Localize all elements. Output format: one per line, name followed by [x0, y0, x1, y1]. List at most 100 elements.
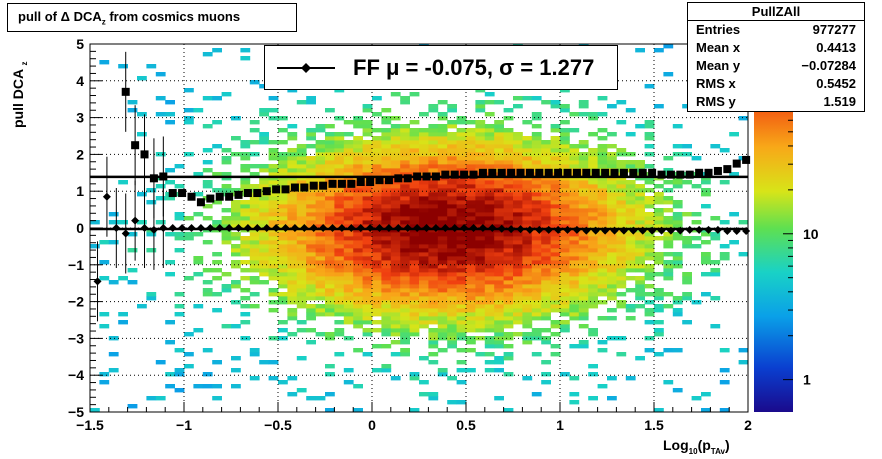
- heat-cell: [597, 288, 608, 293]
- heat-cell: [343, 252, 354, 257]
- heat-cell: [381, 268, 392, 273]
- heat-cell: [466, 232, 476, 237]
- heat-cell: [513, 176, 523, 181]
- heat-cell: [560, 200, 570, 205]
- heat-cell: [588, 264, 598, 269]
- heat-cell: [484, 152, 495, 157]
- heat-cell: [296, 216, 307, 221]
- heat-cell: [343, 292, 354, 297]
- heat-cell: [193, 272, 204, 277]
- heat-cell: [522, 308, 533, 313]
- heat-cell: [400, 300, 410, 305]
- marker-mu: [422, 224, 431, 232]
- heat-cell: [607, 192, 617, 197]
- heat-cell: [503, 248, 514, 253]
- heat-cell: [475, 296, 486, 301]
- heat-cell: [409, 132, 420, 137]
- heat-cell: [475, 192, 486, 197]
- heat-cell: [484, 300, 495, 305]
- heat-cell: [682, 212, 692, 217]
- heat-cell: [522, 268, 533, 273]
- heat-cell: [437, 280, 448, 285]
- heat-cell: [719, 348, 730, 353]
- heat-cell: [466, 208, 476, 213]
- heat-cell: [193, 108, 204, 113]
- heat-cell: [560, 272, 570, 277]
- heat-cell: [353, 204, 363, 209]
- heat-cell: [588, 296, 598, 301]
- heat-cell: [259, 204, 269, 209]
- heat-cell: [475, 328, 486, 333]
- marker-mu: [563, 225, 572, 234]
- heat-cell: [466, 276, 476, 281]
- heat-cell: [541, 380, 551, 385]
- heat-cell: [231, 136, 241, 141]
- heat-cell: [325, 208, 335, 213]
- heat-cell: [240, 248, 251, 253]
- heat-cell: [710, 260, 721, 265]
- heat-cell: [522, 320, 533, 325]
- heat-cell: [550, 180, 561, 185]
- marker-sigma: [469, 170, 478, 179]
- heat-cell: [137, 220, 147, 225]
- heat-cell: [541, 300, 551, 305]
- heat-cell: [249, 216, 260, 221]
- heat-cell: [616, 336, 627, 341]
- marker-mu: [619, 226, 628, 235]
- heat-cell: [578, 308, 589, 313]
- heat-cell: [456, 156, 467, 161]
- heat-cell: [560, 132, 570, 137]
- heat-cell: [466, 120, 476, 125]
- heat-cell: [400, 324, 410, 329]
- heat-cell: [315, 204, 326, 209]
- heat-cell: [287, 152, 298, 157]
- heat-cell: [607, 152, 617, 157]
- heat-cell: [447, 312, 457, 317]
- heat-cell: [287, 232, 298, 237]
- heat-cell: [616, 260, 627, 265]
- heat-cell: [437, 164, 448, 169]
- heat-cell: [503, 204, 514, 209]
- heat-cell: [362, 280, 373, 285]
- heat-cell: [513, 240, 523, 245]
- heat-cell: [428, 308, 439, 313]
- marker-sigma: [441, 170, 450, 179]
- heat-cell: [325, 232, 335, 237]
- heat-cell: [503, 164, 514, 169]
- heat-cell: [372, 236, 382, 241]
- heat-cell: [296, 240, 307, 245]
- heat-cell: [616, 212, 627, 217]
- heat-cell: [466, 308, 476, 313]
- y-tick-label: 1: [76, 183, 84, 199]
- heat-cell: [409, 136, 420, 141]
- heat-cell: [625, 188, 636, 193]
- heat-cell: [419, 208, 429, 213]
- heat-cell: [127, 248, 138, 253]
- heat-cell: [437, 324, 448, 329]
- heat-cell: [268, 272, 279, 277]
- heat-cell: [249, 260, 260, 265]
- heat-cell: [231, 280, 241, 285]
- heat-cell: [513, 260, 523, 265]
- heat-cell: [447, 252, 457, 257]
- y-axis-label: pull DCA z: [10, 62, 29, 128]
- heat-cell: [484, 284, 495, 289]
- heat-cell: [560, 256, 570, 261]
- heat-cell: [588, 148, 598, 153]
- heat-cell: [484, 208, 495, 213]
- heat-cell: [287, 88, 298, 93]
- heat-cell: [456, 188, 467, 193]
- heat-cell: [475, 108, 486, 113]
- marker-sigma: [619, 168, 628, 177]
- heat-cell: [597, 244, 608, 249]
- heat-cell: [513, 96, 523, 101]
- heat-cell: [306, 100, 316, 105]
- heat-cell: [306, 340, 316, 345]
- heat-cell: [334, 160, 345, 165]
- heat-cell: [362, 144, 373, 149]
- heat-cell: [578, 224, 589, 229]
- heat-cell: [296, 244, 307, 249]
- heat-cell: [419, 288, 429, 293]
- heat-cell: [503, 276, 514, 281]
- heat-cell: [484, 196, 495, 201]
